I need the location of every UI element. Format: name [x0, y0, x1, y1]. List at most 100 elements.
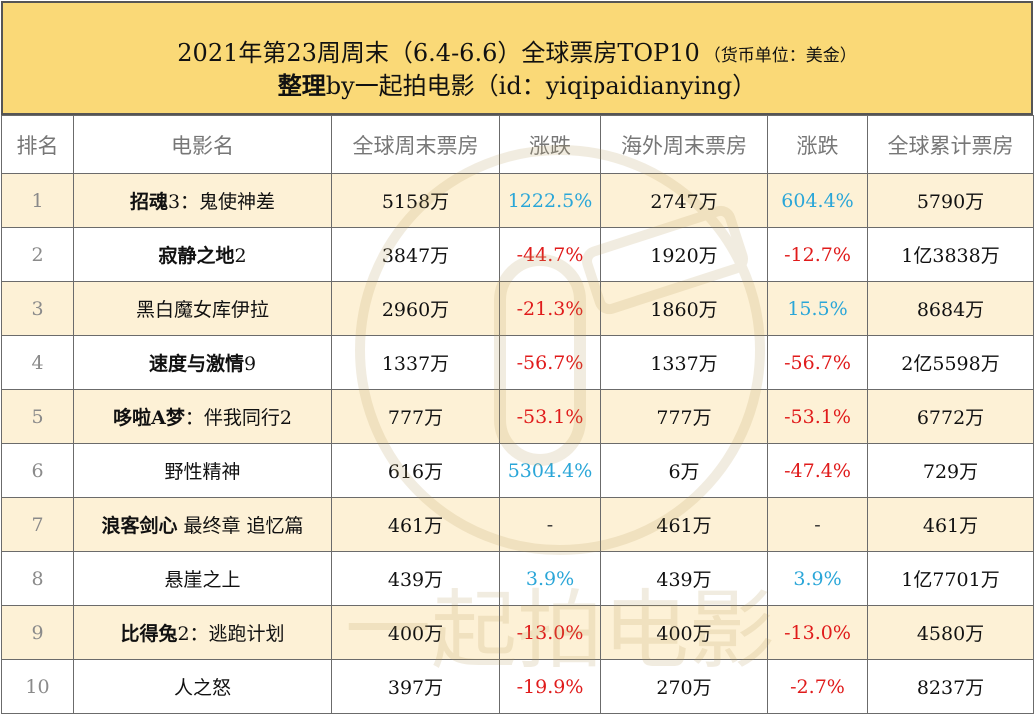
global-change-cell: -53.1% — [499, 389, 601, 444]
title-bold-part: 浪客剑心 — [101, 515, 178, 537]
title-line-1: 2021年第23周周末（6.4-6.6）全球票房TOP10 （货币单位：美金） — [3, 33, 1031, 68]
global-weekend-cell: 616万 — [331, 443, 500, 498]
global-change-cell: - — [499, 497, 601, 552]
overseas-weekend-cell: 1337万 — [600, 335, 768, 390]
overseas-change-cell: -47.4% — [767, 443, 868, 498]
table-row: 5 哆啦A梦：伴我同行2 777万 -53.1% 777万 -53.1% 6772万 — [1, 389, 1034, 444]
title-cell: 速度与激情9 — [73, 335, 332, 390]
title-bold-part: 速度与激情 — [148, 353, 244, 375]
global-weekend-cell: 397万 — [331, 659, 500, 714]
overseas-change-cell: - — [767, 497, 868, 552]
cumulative-cell: 461万 — [867, 497, 1034, 552]
global-weekend-cell: 3847万 — [331, 227, 500, 282]
table-row: 7 浪客剑心 最终章 追忆篇 461万 -461万 -461万 — [1, 497, 1034, 552]
global-weekend-cell: 439万 — [331, 551, 500, 606]
title-cell: 悬崖之上 — [73, 551, 332, 606]
title-cell: 寂静之地2 — [73, 227, 332, 282]
box-office-table: 排名 电影名 全球周末票房 涨跌 海外周末票房 涨跌 全球累计票房 1 招魂3：鬼… — [1, 115, 1034, 714]
overseas-weekend-cell: 2747万 — [600, 173, 768, 228]
title-cell: 哆啦A梦：伴我同行2 — [73, 389, 332, 444]
title-bold-part: 招魂 — [129, 191, 168, 213]
overseas-weekend-cell: 1920万 — [600, 227, 768, 282]
overseas-weekend-cell: 777万 — [600, 389, 768, 444]
title-cell: 招魂3：鬼使神差 — [73, 173, 332, 228]
global-change-cell: 1222.5% — [499, 173, 601, 228]
table-row: 1 招魂3：鬼使神差 5158万 1222.5% 2747万 604.4% 5790万 — [1, 173, 1034, 228]
cumulative-cell: 729万 — [867, 443, 1034, 498]
col-header-rank: 排名 — [1, 115, 74, 174]
col-header-title: 电影名 — [73, 115, 332, 174]
rank-cell: 5 — [1, 389, 74, 444]
table-row: 4 速度与激情9 1337万 -56.7% 1337万 -56.7% 2亿5598万 — [1, 335, 1034, 390]
rank-cell: 7 — [1, 497, 74, 552]
cumulative-cell: 1亿7701万 — [867, 551, 1034, 606]
cumulative-cell: 6772万 — [867, 389, 1034, 444]
table-row: 8 悬崖之上 439万 3.9% 439万 3.9% 1亿7701万 — [1, 551, 1034, 606]
overseas-weekend-cell: 6万 — [600, 443, 768, 498]
title-rest-part: 2 — [234, 245, 247, 267]
title-banner: 2021年第23周周末（6.4-6.6）全球票房TOP10 （货币单位：美金） 整… — [1, 1, 1033, 115]
title-rest-part: ：伴我同行2 — [184, 407, 292, 429]
col-header-global-change: 涨跌 — [499, 115, 601, 174]
title-cell: 浪客剑心 最终章 追忆篇 — [73, 497, 332, 552]
cumulative-cell: 2亿5598万 — [867, 335, 1034, 390]
col-header-cumulative: 全球累计票房 — [867, 115, 1034, 174]
table-row: 6 野性精神 616万 5304.4% 6万 -47.4% 729万 — [1, 443, 1034, 498]
global-weekend-cell: 1337万 — [331, 335, 500, 390]
title-rest-part: 最终章 追忆篇 — [177, 515, 304, 537]
global-weekend-cell: 400万 — [331, 605, 500, 660]
title-line-2: 整理by一起拍电影（id：yiqipaidianying） — [3, 66, 1031, 101]
table-row: 9 比得兔2：逃跑计划 400万 -13.0% 400万 -13.0% 4580万 — [1, 605, 1034, 660]
cumulative-cell: 1亿3838万 — [867, 227, 1034, 282]
currency-unit-note: （货币单位：美金） — [703, 46, 857, 66]
overseas-weekend-cell: 439万 — [600, 551, 768, 606]
col-header-overseas-change: 涨跌 — [767, 115, 868, 174]
cumulative-cell: 4580万 — [867, 605, 1034, 660]
overseas-change-cell: 604.4% — [767, 173, 868, 228]
credit-source: by一起拍电影（id：yiqipaidianying） — [325, 72, 757, 100]
table-header-row: 排名 电影名 全球周末票房 涨跌 海外周末票房 涨跌 全球累计票房 — [1, 115, 1034, 174]
title-rest-part: 3：鬼使神差 — [167, 191, 276, 213]
global-change-cell: 3.9% — [499, 551, 601, 606]
overseas-weekend-cell: 1860万 — [600, 281, 768, 336]
overseas-change-cell: -12.7% — [767, 227, 868, 282]
overseas-change-cell: -13.0% — [767, 605, 868, 660]
global-change-cell: -21.3% — [499, 281, 601, 336]
global-weekend-cell: 2960万 — [331, 281, 500, 336]
global-weekend-cell: 461万 — [331, 497, 500, 552]
title-rest-part: 人之怒 — [173, 677, 231, 699]
rank-cell: 10 — [1, 659, 74, 714]
rank-cell: 1 — [1, 173, 74, 228]
overseas-weekend-cell: 461万 — [600, 497, 768, 552]
overseas-weekend-cell: 270万 — [600, 659, 768, 714]
table-row: 3 黑白魔女库伊拉 2960万 -21.3% 1860万 15.5% 8684万 — [1, 281, 1034, 336]
cumulative-cell: 8237万 — [867, 659, 1034, 714]
title-cell: 比得兔2：逃跑计划 — [73, 605, 332, 660]
title-bold-part: 比得兔 — [120, 623, 178, 645]
rank-cell: 4 — [1, 335, 74, 390]
title-rest-part: 野性精神 — [164, 461, 241, 483]
credit-prefix: 整理 — [277, 71, 326, 100]
title-rest-part: 悬崖之上 — [164, 569, 241, 591]
col-header-overseas-weekend: 海外周末票房 — [600, 115, 768, 174]
title-cell: 野性精神 — [73, 443, 332, 498]
global-weekend-cell: 5158万 — [331, 173, 500, 228]
overseas-change-cell: -53.1% — [767, 389, 868, 444]
overseas-change-cell: 3.9% — [767, 551, 868, 606]
title-cell: 黑白魔女库伊拉 — [73, 281, 332, 336]
global-change-cell: 5304.4% — [499, 443, 601, 498]
table-row: 10 人之怒 397万 -19.9% 270万 -2.7% 8237万 — [1, 659, 1034, 714]
overseas-change-cell: 15.5% — [767, 281, 868, 336]
title-bold-part: 寂静之地 — [158, 245, 235, 267]
global-change-cell: -19.9% — [499, 659, 601, 714]
overseas-change-cell: -56.7% — [767, 335, 868, 390]
table-row: 2 寂静之地2 3847万 -44.7% 1920万 -12.7% 1亿3838万 — [1, 227, 1034, 282]
global-change-cell: -44.7% — [499, 227, 601, 282]
global-weekend-cell: 777万 — [331, 389, 500, 444]
title-cell: 人之怒 — [73, 659, 332, 714]
title-bold-part: 哆啦A梦 — [113, 407, 185, 429]
overseas-weekend-cell: 400万 — [600, 605, 768, 660]
title-text: 2021年第23周周末（6.4-6.6）全球票房TOP10 — [177, 39, 700, 67]
col-header-global-weekend: 全球周末票房 — [331, 115, 500, 174]
